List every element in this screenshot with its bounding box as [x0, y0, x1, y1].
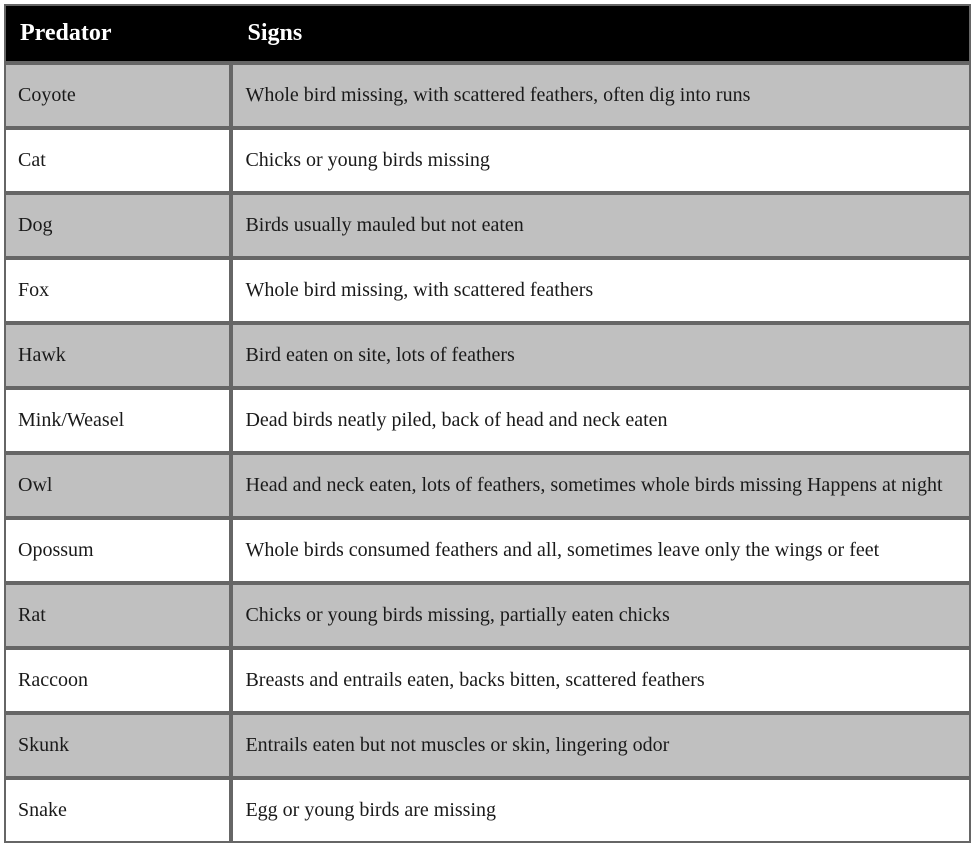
- table-row: Skunk Entrails eaten but not muscles or …: [6, 711, 969, 776]
- table-row: Snake Egg or young birds are missing: [6, 776, 969, 841]
- signs-cell: Dead birds neatly piled, back of head an…: [233, 386, 969, 451]
- predator-cell: Fox: [6, 256, 233, 321]
- table-row: Fox Whole bird missing, with scattered f…: [6, 256, 969, 321]
- table-row: Coyote Whole bird missing, with scattere…: [6, 61, 969, 126]
- table-row: Opossum Whole birds consumed feathers an…: [6, 516, 969, 581]
- column-header-signs: Signs: [233, 6, 969, 61]
- predator-cell: Hawk: [6, 321, 233, 386]
- predator-cell: Rat: [6, 581, 233, 646]
- table-header-row: Predator Signs: [6, 6, 969, 61]
- table-row: Raccoon Breasts and entrails eaten, back…: [6, 646, 969, 711]
- signs-cell: Head and neck eaten, lots of feathers, s…: [233, 451, 969, 516]
- predator-cell: Opossum: [6, 516, 233, 581]
- signs-cell: Whole birds consumed feathers and all, s…: [233, 516, 969, 581]
- predator-cell: Raccoon: [6, 646, 233, 711]
- table-row: Owl Head and neck eaten, lots of feather…: [6, 451, 969, 516]
- signs-cell: Bird eaten on site, lots of feathers: [233, 321, 969, 386]
- signs-cell: Whole bird missing, with scattered feath…: [233, 61, 969, 126]
- table-row: Cat Chicks or young birds missing: [6, 126, 969, 191]
- column-header-predator: Predator: [6, 6, 233, 61]
- signs-cell: Birds usually mauled but not eaten: [233, 191, 969, 256]
- predator-signs-table: Predator Signs Coyote Whole bird missing…: [4, 4, 971, 843]
- signs-cell: Entrails eaten but not muscles or skin, …: [233, 711, 969, 776]
- table-body: Coyote Whole bird missing, with scattere…: [6, 61, 969, 841]
- signs-cell: Egg or young birds are missing: [233, 776, 969, 841]
- signs-cell: Chicks or young birds missing, partially…: [233, 581, 969, 646]
- table-row: Dog Birds usually mauled but not eaten: [6, 191, 969, 256]
- predator-cell: Snake: [6, 776, 233, 841]
- signs-cell: Breasts and entrails eaten, backs bitten…: [233, 646, 969, 711]
- table-row: Rat Chicks or young birds missing, parti…: [6, 581, 969, 646]
- signs-cell: Whole bird missing, with scattered feath…: [233, 256, 969, 321]
- predator-cell: Mink/Weasel: [6, 386, 233, 451]
- predator-cell: Cat: [6, 126, 233, 191]
- table-row: Mink/Weasel Dead birds neatly piled, bac…: [6, 386, 969, 451]
- predator-cell: Dog: [6, 191, 233, 256]
- signs-cell: Chicks or young birds missing: [233, 126, 969, 191]
- predator-cell: Owl: [6, 451, 233, 516]
- predator-cell: Coyote: [6, 61, 233, 126]
- table-row: Hawk Bird eaten on site, lots of feather…: [6, 321, 969, 386]
- predator-cell: Skunk: [6, 711, 233, 776]
